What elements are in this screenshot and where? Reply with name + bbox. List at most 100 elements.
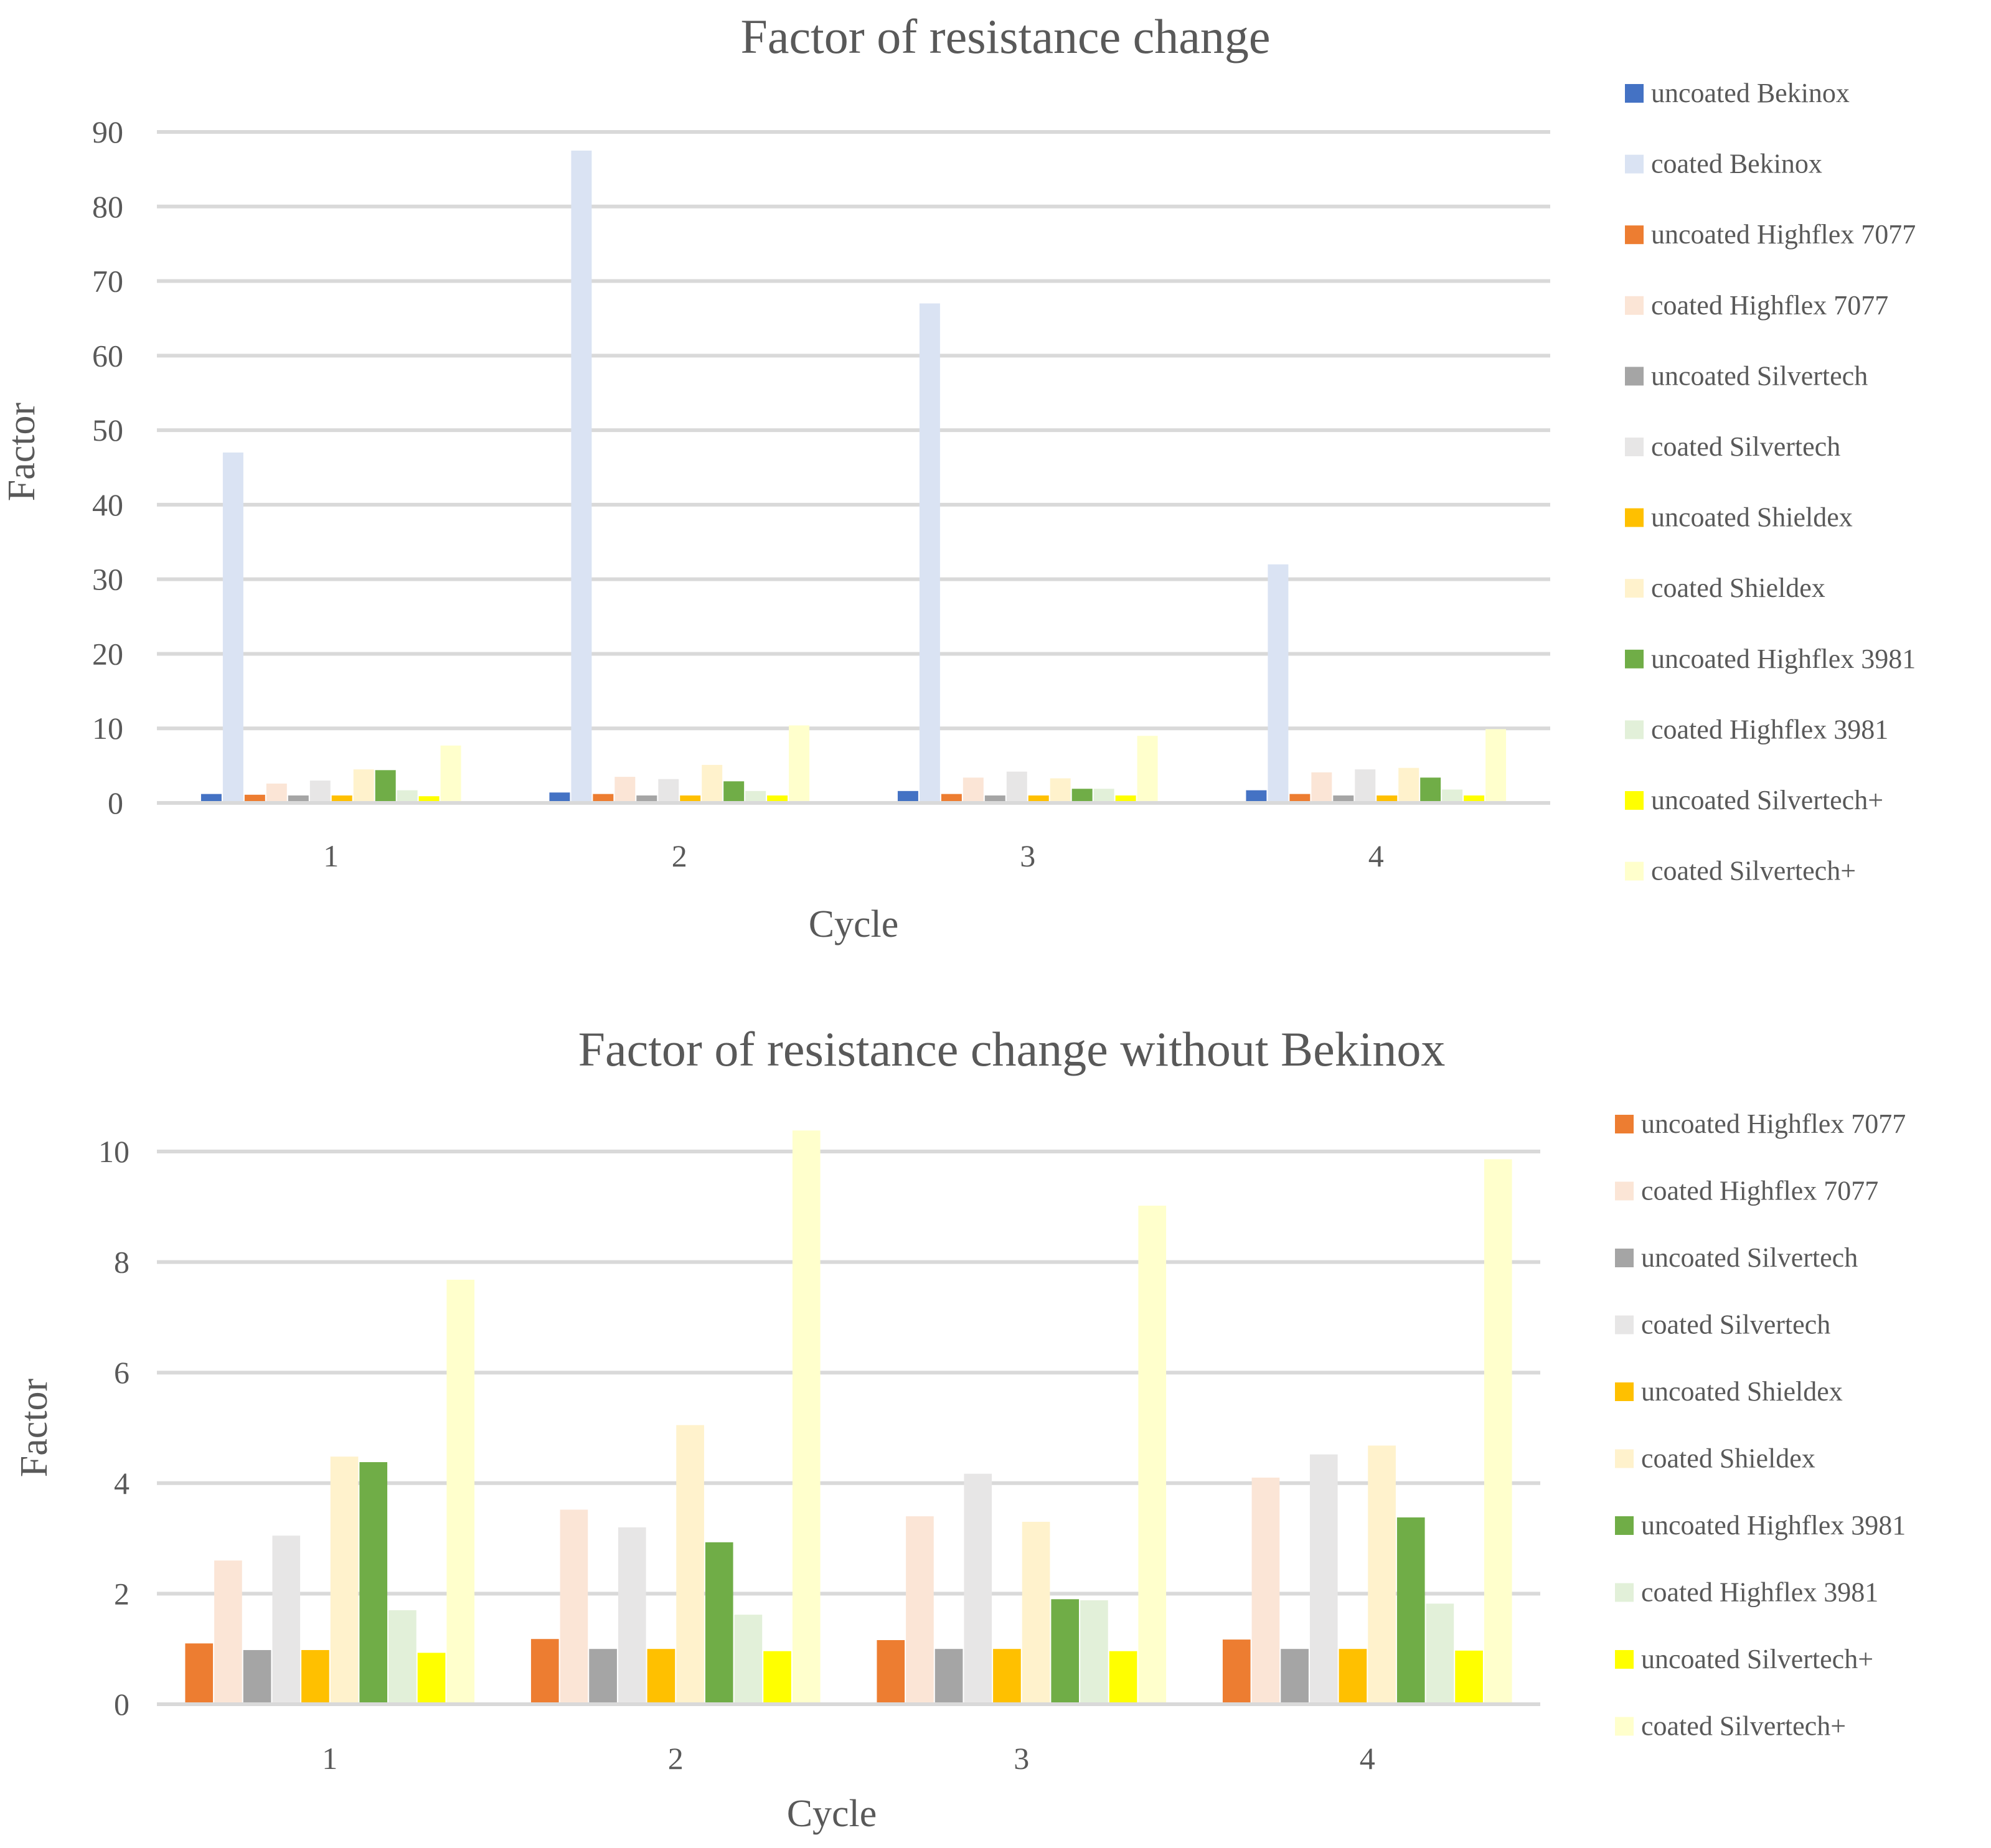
legend-label: uncoated Silvertech: [1651, 360, 1868, 391]
legend-swatch: [1615, 1181, 1634, 1201]
bar-uncoated-silvertech-cycle-4: [1281, 1649, 1309, 1704]
legend-label: coated Highflex 7077: [1641, 1176, 1878, 1206]
legend-label: coated Silvertech+: [1641, 1711, 1846, 1742]
legend-swatch: [1625, 225, 1644, 245]
bar-uncoated-silvertech-cycle-3: [984, 795, 1005, 803]
legend-swatch: [1615, 1315, 1634, 1334]
bar-coated-silvertech-cycle-3: [1006, 771, 1027, 803]
legend-label: uncoated Bekinox: [1651, 78, 1850, 108]
bar-uncoated-silvertech-cycle-4: [1333, 795, 1354, 803]
bar-uncoated-silvertech-cycle-1: [243, 1649, 271, 1704]
bar-coated-shieldex-cycle-2: [702, 764, 723, 803]
bar-coated-shieldex-cycle-1: [330, 1456, 359, 1704]
chart-2: Factor of resistance change without Beki…: [13, 1022, 1906, 1835]
legend-swatch: [1615, 1717, 1634, 1736]
legend-swatch: [1625, 84, 1644, 103]
legend: uncoated Bekinox coated Bekinox uncoated H…: [1625, 78, 1916, 886]
bar-uncoated-silvertech--cycle-2: [763, 1651, 791, 1704]
y-tick-label: 20: [92, 636, 123, 671]
y-tick-label: 8: [114, 1245, 129, 1280]
legend-swatch: [1625, 508, 1644, 527]
bar-uncoated-highflex-7077-cycle-4: [1222, 1639, 1251, 1704]
legend-label: uncoated Silvertech+: [1651, 785, 1883, 815]
bar-uncoated-shieldex-cycle-2: [680, 795, 701, 803]
bar-coated-shieldex-cycle-1: [353, 769, 374, 803]
bar-coated-highflex-3981-cycle-2: [745, 790, 766, 803]
bar-uncoated-bekinox-cycle-4: [1246, 790, 1267, 803]
legend-label: uncoated Highflex 3981: [1641, 1510, 1906, 1541]
bar-uncoated-shieldex-cycle-3: [1028, 795, 1049, 803]
bar-uncoated-highflex-3981-cycle-1: [375, 770, 396, 803]
bar-coated-silvertech-cycle-2: [618, 1527, 646, 1704]
legend-swatch: [1625, 579, 1644, 598]
x-tick-label: 2: [672, 838, 687, 873]
bar-uncoated-shieldex-cycle-4: [1339, 1649, 1367, 1704]
bar-uncoated-shieldex-cycle-3: [993, 1649, 1021, 1704]
y-tick-label: 30: [92, 562, 123, 597]
bar-uncoated-highflex-3981-cycle-4: [1396, 1517, 1425, 1704]
bar-uncoated-silvertech--cycle-1: [417, 1653, 446, 1704]
legend-swatch: [1615, 1583, 1634, 1602]
bar-coated-bekinox-cycle-3: [919, 303, 940, 803]
bar-coated-silvertech-cycle-4: [1355, 769, 1376, 803]
bar-coated-highflex-7077-cycle-3: [963, 777, 984, 803]
bar-uncoated-highflex-3981-cycle-3: [1051, 1599, 1080, 1704]
legend-swatch: [1615, 1115, 1634, 1133]
x-tick-label: 2: [668, 1741, 684, 1776]
y-tick-label: 10: [92, 711, 123, 746]
bar-coated-highflex-7077-cycle-2: [614, 777, 636, 803]
x-tick-label: 4: [1368, 838, 1384, 873]
bar-coated-silvertech--cycle-3: [1138, 1206, 1167, 1704]
y-tick-label: 6: [114, 1355, 129, 1390]
bar-coated-highflex-3981-cycle-3: [1080, 1600, 1108, 1704]
bar-uncoated-silvertech-cycle-1: [288, 795, 309, 803]
bar-coated-highflex-7077-cycle-2: [560, 1509, 588, 1704]
bar-coated-bekinox-cycle-4: [1268, 564, 1289, 803]
legend-swatch: [1615, 1650, 1634, 1669]
legend-label: coated Silvertech: [1651, 431, 1840, 462]
chart-1: Factor of resistance change 0 10 20 30 40 50 60…: [1, 9, 1916, 945]
bar-uncoated-silvertech--cycle-3: [1115, 795, 1136, 803]
y-tick-label: 50: [92, 413, 123, 448]
bar-uncoated-highflex-7077-cycle-2: [593, 794, 614, 803]
legend-label: uncoated Highflex 7077: [1641, 1109, 1906, 1139]
bar-coated-highflex-7077-cycle-4: [1251, 1477, 1280, 1704]
bar-coated-silvertech--cycle-1: [446, 1280, 475, 1704]
x-tick-label: 4: [1360, 1741, 1375, 1776]
y-tick-label: 90: [92, 115, 123, 149]
legend-swatch: [1625, 649, 1644, 668]
bar-uncoated-shieldex-cycle-2: [647, 1649, 675, 1704]
bar-coated-silvertech--cycle-4: [1485, 729, 1507, 803]
y-tick-label: 60: [92, 338, 123, 373]
bar-uncoated-silvertech--cycle-4: [1455, 1650, 1483, 1704]
bar-uncoated-silvertech-cycle-2: [589, 1649, 617, 1704]
bar-uncoated-highflex-3981-cycle-2: [723, 781, 745, 803]
y-tick-label: 0: [114, 1687, 129, 1722]
bar-uncoated-silvertech-cycle-2: [636, 795, 657, 803]
x-tick-label: 3: [1014, 1741, 1029, 1776]
legend-label: coated Highflex 7077: [1651, 290, 1888, 321]
bar-uncoated-highflex-3981-cycle-3: [1071, 789, 1093, 803]
bar-coated-silvertech-cycle-1: [309, 781, 331, 803]
x-tick-label: 1: [322, 1741, 337, 1776]
bar-coated-silvertech--cycle-2: [789, 725, 810, 803]
bar-coated-highflex-7077-cycle-1: [266, 783, 287, 803]
legend-label: uncoated Highflex 7077: [1651, 219, 1916, 250]
legend-label: uncoated Shieldex: [1641, 1376, 1843, 1407]
bar-coated-silvertech-cycle-4: [1309, 1454, 1338, 1704]
y-tick-label: 10: [98, 1134, 129, 1169]
bar-uncoated-bekinox-cycle-2: [549, 792, 570, 803]
legend-label: coated Shieldex: [1641, 1443, 1815, 1474]
legend: uncoated Highflex 7077 coated Highflex 70…: [1615, 1109, 1906, 1742]
legend-swatch: [1625, 861, 1644, 881]
legend-label: uncoated Shieldex: [1651, 502, 1853, 533]
bar-coated-bekinox-cycle-2: [571, 150, 592, 804]
bar-coated-highflex-3981-cycle-4: [1442, 789, 1463, 803]
bar-coated-shieldex-cycle-4: [1368, 1445, 1396, 1704]
bar-coated-highflex-3981-cycle-1: [397, 790, 418, 803]
chart-title: Factor of resistance change without Beki…: [578, 1022, 1446, 1076]
legend-label: coated Shieldex: [1651, 573, 1825, 603]
y-tick-label: 40: [92, 487, 123, 522]
bars: [200, 150, 1507, 804]
bar-coated-shieldex-cycle-3: [1050, 778, 1071, 803]
